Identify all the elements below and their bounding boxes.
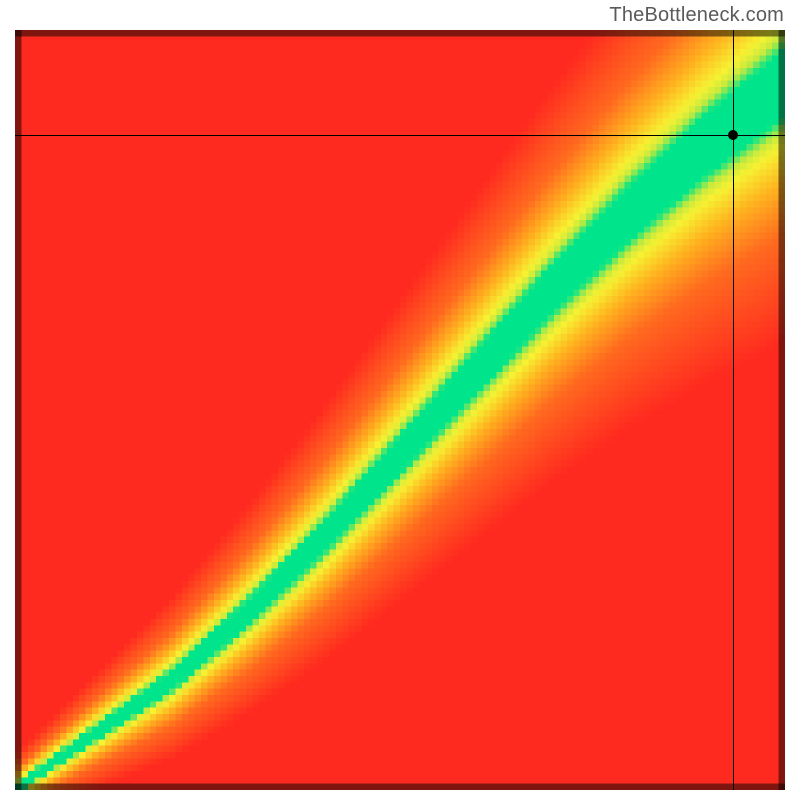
heatmap-canvas	[15, 30, 785, 790]
crosshair-vertical	[733, 30, 734, 790]
crosshair-horizontal	[15, 135, 785, 136]
crosshair-marker	[728, 130, 738, 140]
bottleneck-heatmap	[15, 30, 785, 790]
watermark-text: TheBottleneck.com	[609, 4, 784, 27]
